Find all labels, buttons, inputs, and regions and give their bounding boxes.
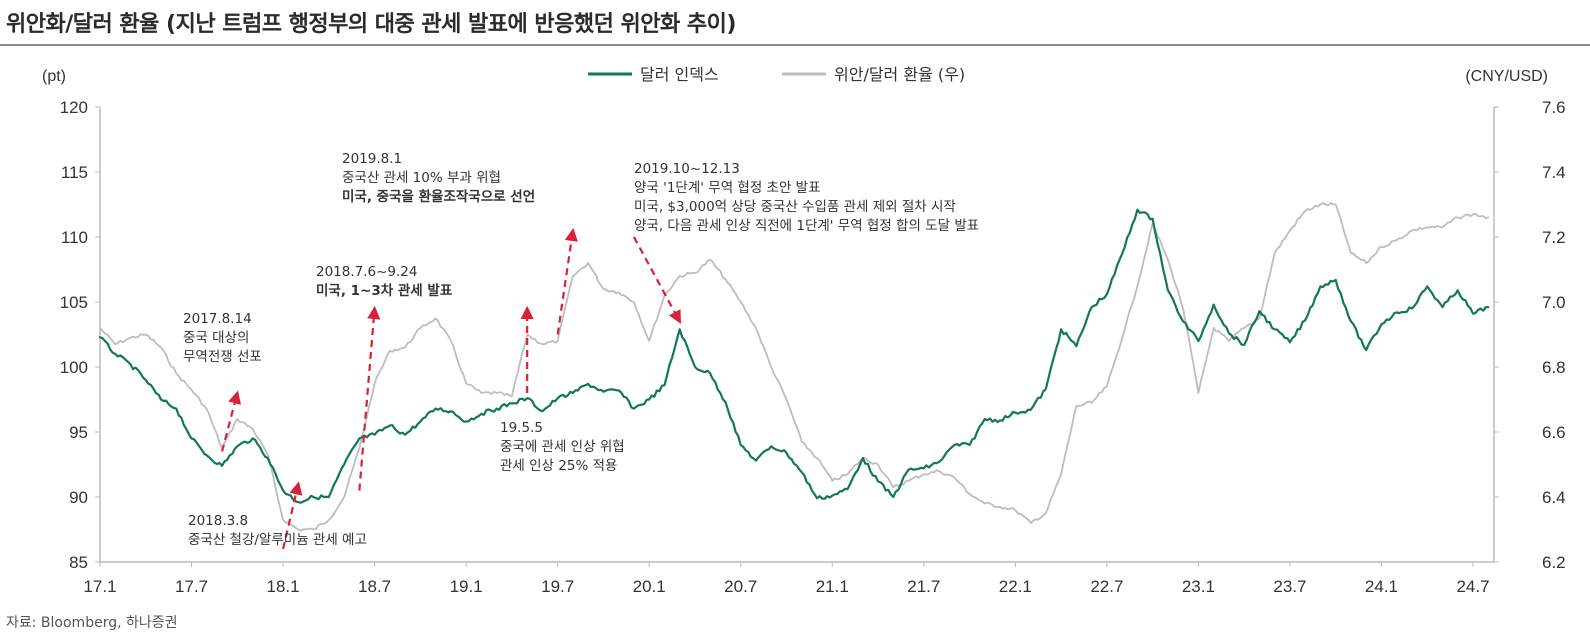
right-tick-label: 7.4 [1542, 163, 1566, 182]
right-tick-label: 6.6 [1542, 423, 1566, 442]
left-tick-label: 85 [69, 553, 88, 572]
left-tick-label: 100 [60, 358, 88, 377]
annotation-line: 2019.8.1 [342, 151, 402, 167]
legend-label-cny-usd: 위안/달러 환율 (우) [834, 65, 965, 84]
x-tick-label: 23.1 [1182, 577, 1215, 596]
x-tick-label: 20.7 [724, 577, 757, 596]
annotation-line: 19.5.5 [500, 420, 543, 436]
dual-axis-line-chart: 85 90 95 100 105 110 115 120 6.2 6.4 6.6 6.8 7.0 7.2 7… [42, 65, 1566, 596]
x-tick-label: 20.1 [633, 577, 666, 596]
annotation-arrow [632, 236, 681, 324]
annotation-line: 미국, 중국을 환율조작국으로 선언 [342, 188, 535, 205]
annotation-line: 2019.10~12.13 [634, 161, 740, 177]
annotation-arrows [220, 227, 681, 550]
right-tick-label: 7.2 [1542, 228, 1566, 247]
annotation-line: 중국에 관세 인상 위협 [500, 439, 625, 455]
x-tick-label: 23.7 [1273, 577, 1306, 596]
axes: 85 90 95 100 105 110 115 120 6.2 6.4 6.6 6.8 7.0 7.2 7… [42, 68, 1566, 596]
x-tick-label: 17.7 [175, 577, 208, 596]
x-tick-label: 18.1 [267, 577, 300, 596]
left-tick-label: 110 [61, 228, 88, 247]
annotation-arrow [220, 390, 242, 452]
annotation-arrow [556, 227, 578, 335]
x-tick-label: 22.1 [999, 577, 1032, 596]
annotation-line: 2018.3.8 [188, 513, 248, 529]
x-tick-label: 22.7 [1090, 577, 1123, 596]
left-tick-label: 90 [69, 488, 88, 507]
right-tick-label: 7.0 [1542, 293, 1566, 312]
right-tick-label: 6.2 [1542, 553, 1566, 572]
x-tick-label: 19.1 [450, 577, 483, 596]
x-tick-label: 19.7 [541, 577, 574, 596]
x-tick-label: 24.7 [1456, 577, 1489, 596]
source-note: 자료: Bloomberg, 하나증권 [6, 615, 178, 631]
dollar-index-line [98, 208, 1490, 504]
annotation-line: 중국산 철강/알루미늄 관세 예고 [188, 532, 367, 548]
annotation-line: 미국, $3,000억 상당 중국산 수입품 관세 제외 절차 시작 [634, 199, 956, 215]
x-tick-label: 18.7 [358, 577, 391, 596]
left-tick-label: 115 [61, 163, 88, 182]
x-tick-label: 24.1 [1365, 577, 1398, 596]
annotation-line: 관세 인상 25% 적용 [500, 458, 617, 474]
left-axis-unit: (pt) [42, 68, 66, 85]
annotation-line: 양국 '1단계' 무역 협정 초안 발표 [634, 180, 821, 196]
annotation-arrow [358, 305, 381, 491]
annotation-block: 2018.7.6~9.24 미국, 1~3차 관세 발표 [316, 264, 453, 299]
series-lines [98, 202, 1490, 532]
annotation-line: 미국, 1~3차 관세 발표 [316, 282, 453, 299]
legend: 달러 인덱스 위안/달러 환율 (우) [588, 65, 965, 84]
annotation-line: 양국, 다음 관세 인상 직전에 1단계' 무역 협정 합의 도달 발표 [634, 218, 979, 234]
right-tick-label: 6.8 [1542, 358, 1566, 377]
left-tick-label: 105 [60, 293, 88, 312]
x-tick-label: 17.1 [83, 577, 116, 596]
right-axis-unit: (CNY/USD) [1465, 68, 1548, 85]
legend-label-dollar-index: 달러 인덱스 [640, 65, 719, 84]
annotation-line: 2018.7.6~9.24 [316, 264, 418, 280]
chart-title: 위안화/달러 환율 (지난 트럼프 행정부의 대중 관세 발표에 반응했던 위안… [6, 12, 736, 37]
annotation-line: 2017.8.14 [183, 311, 252, 327]
right-tick-label: 6.4 [1542, 488, 1566, 507]
annotation-block: 2018.3.8 중국산 철강/알루미늄 관세 예고 [188, 513, 367, 548]
annotation-line: 중국 대상의 [183, 330, 249, 346]
annotation-line: 무역전쟁 선포 [183, 349, 262, 365]
x-tick-label: 21.7 [907, 577, 940, 596]
x-tick-label: 21.1 [816, 577, 849, 596]
left-tick-label: 95 [69, 423, 88, 442]
left-tick-label: 120 [60, 98, 88, 117]
annotation-line: 중국산 관세 10% 부과 위협 [342, 170, 501, 186]
right-tick-label: 7.6 [1542, 98, 1566, 117]
cny-usd-line [99, 202, 1490, 532]
title-divider [0, 44, 1590, 46]
